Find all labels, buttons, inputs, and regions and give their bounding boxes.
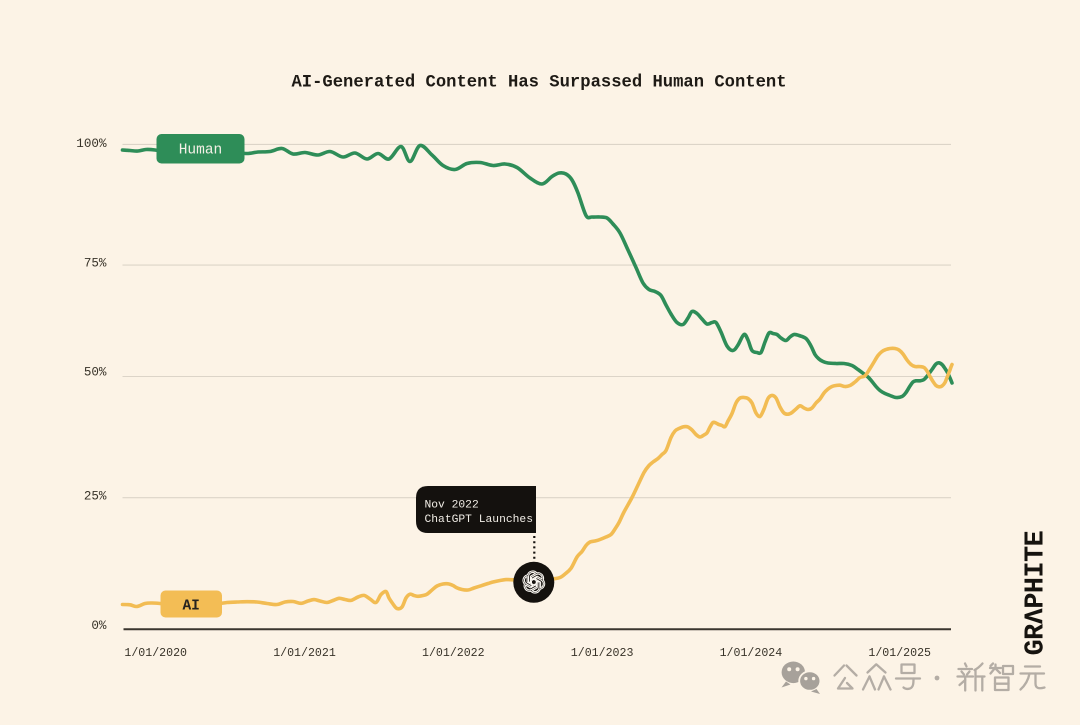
svg-text:1/01/2020: 1/01/2020 xyxy=(124,647,187,660)
svg-text:0%: 0% xyxy=(91,619,107,633)
svg-text:100%: 100% xyxy=(76,137,107,151)
svg-text:AI: AI xyxy=(182,598,199,614)
svg-text:50%: 50% xyxy=(84,365,107,379)
svg-text:AI-Generated Content Has Surpa: AI-Generated Content Has Surpassed Human… xyxy=(291,74,786,93)
svg-text:25%: 25% xyxy=(84,490,107,504)
svg-text:ChatGPT Launches: ChatGPT Launches xyxy=(425,514,533,526)
svg-text:75%: 75% xyxy=(84,256,107,270)
svg-text:GRΛPHITE: GRΛPHITE xyxy=(1022,531,1052,656)
svg-text:1/01/2021: 1/01/2021 xyxy=(273,647,336,660)
svg-text:Nov 2022: Nov 2022 xyxy=(425,500,479,512)
svg-text:1/01/2024: 1/01/2024 xyxy=(720,647,783,660)
svg-text:1/01/2023: 1/01/2023 xyxy=(571,647,634,660)
svg-text:Human: Human xyxy=(179,143,223,159)
svg-text:1/01/2022: 1/01/2022 xyxy=(422,647,485,660)
svg-text:1/01/2025: 1/01/2025 xyxy=(868,647,931,660)
